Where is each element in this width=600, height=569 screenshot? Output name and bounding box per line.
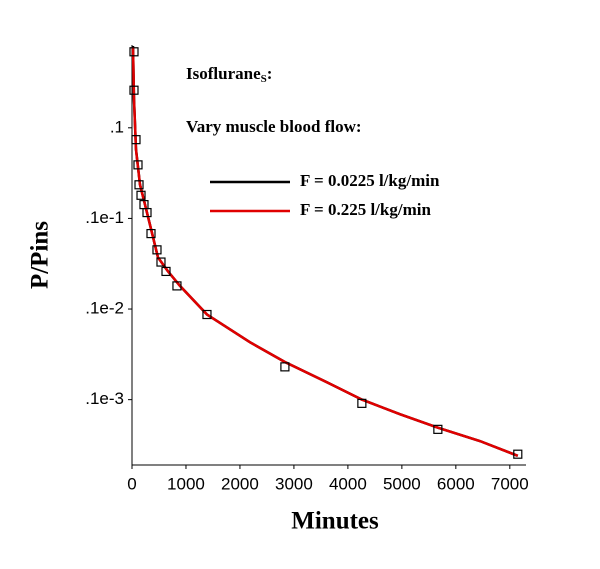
observation-marker xyxy=(280,362,290,372)
y-tick-label: .1e-2 xyxy=(85,299,124,318)
observation-marker xyxy=(136,190,146,200)
observation-marker xyxy=(161,266,171,277)
x-tick-label: 1000 xyxy=(167,474,205,493)
legend-label: F = 0.0225 l/kg/min xyxy=(300,171,440,190)
series-line xyxy=(131,45,519,457)
observation-marker xyxy=(129,85,139,95)
observation-marker xyxy=(152,245,162,255)
observation-marker xyxy=(133,160,143,170)
observation-marker xyxy=(142,207,152,218)
x-tick-label: 0 xyxy=(127,474,136,493)
observation-marker xyxy=(513,449,523,459)
x-tick-label: 4000 xyxy=(329,474,367,493)
title-text: Isoflurane xyxy=(186,64,261,83)
observation-marker xyxy=(156,257,166,267)
observation-marker xyxy=(357,398,367,408)
x-tick-label: 3000 xyxy=(275,474,313,493)
y-tick-label: .1 xyxy=(110,117,124,136)
y-tick-label: .1e-1 xyxy=(85,208,124,227)
observation-marker xyxy=(146,228,156,239)
title-suffix: : xyxy=(267,64,273,83)
y-tick-label: .1e-3 xyxy=(85,389,124,408)
x-tick-label: 2000 xyxy=(221,474,259,493)
observation-marker xyxy=(129,47,139,57)
x-axis-label: Minutes xyxy=(291,508,379,535)
observation-marker xyxy=(202,309,212,320)
x-tick-label: 5000 xyxy=(383,474,421,493)
observation-marker xyxy=(131,135,141,145)
title-subscript: S xyxy=(261,73,267,85)
observation-marker xyxy=(134,180,144,190)
observation-marker xyxy=(172,281,182,291)
x-tick-label: 6000 xyxy=(437,474,475,493)
observation-marker xyxy=(433,424,443,434)
legend-label: F = 0.225 l/kg/min xyxy=(300,200,431,219)
series-line xyxy=(131,46,519,457)
chart-title: IsofluraneS: xyxy=(186,64,272,85)
y-axis-label: P/Pins xyxy=(27,221,54,289)
chart-subtitle: Vary muscle blood flow: xyxy=(186,117,362,136)
x-tick-label: 7000 xyxy=(491,474,529,493)
